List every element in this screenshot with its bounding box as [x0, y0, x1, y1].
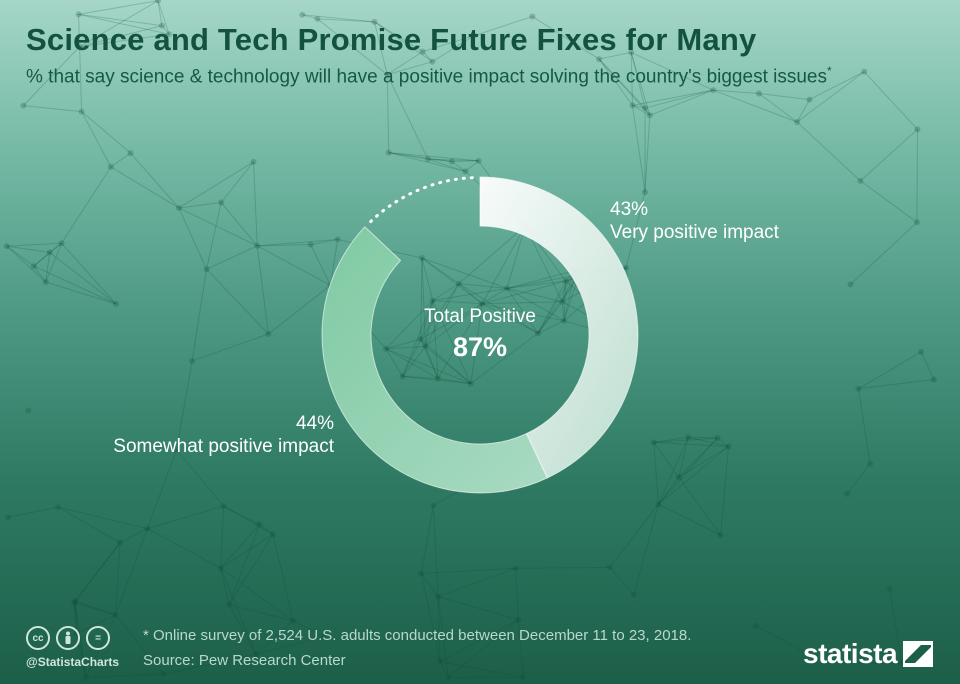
brand-text: statista — [803, 638, 898, 669]
equals-icon[interactable]: = — [86, 626, 110, 650]
chart-subtitle: % that say science & technology will hav… — [26, 64, 832, 88]
statista-handle[interactable]: @StatistaCharts — [26, 655, 120, 669]
chart-title: Science and Tech Promise Future Fixes fo… — [26, 22, 757, 57]
subtitle-text: % that say science & technology will hav… — [26, 66, 827, 88]
donut-slice-somewhat-positive — [321, 226, 548, 494]
slice-value-very-positive: 43% — [610, 199, 649, 220]
donut-slice-very-positive — [479, 176, 639, 479]
slice-name-somewhat-positive: Somewhat positive impact — [113, 436, 334, 457]
footnote: * Online survey of 2,524 U.S. adults con… — [143, 627, 692, 644]
remainder-dotted-arc — [369, 176, 477, 224]
slice-value-somewhat-positive: 44% — [295, 413, 334, 434]
license-icons: cc = — [26, 626, 110, 650]
center-label: Total Positive — [424, 306, 536, 327]
subtitle-footnote-mark: * — [826, 64, 832, 78]
slice-label-somewhat-positive: 44% Somewhat positive impact — [88, 412, 334, 458]
statista-logo[interactable]: statista — [803, 638, 934, 670]
statista-logo-icon — [903, 641, 934, 667]
donut-center: Total Positive 87% — [380, 306, 580, 363]
cc-icon[interactable]: cc — [26, 626, 50, 650]
center-value: 87% — [452, 332, 508, 362]
slice-label-very-positive: 43% Very positive impact — [610, 198, 779, 244]
slice-name-very-positive: Very positive impact — [610, 222, 779, 243]
source-line: Source: Pew Research Center — [143, 652, 346, 669]
person-icon[interactable] — [56, 626, 80, 650]
